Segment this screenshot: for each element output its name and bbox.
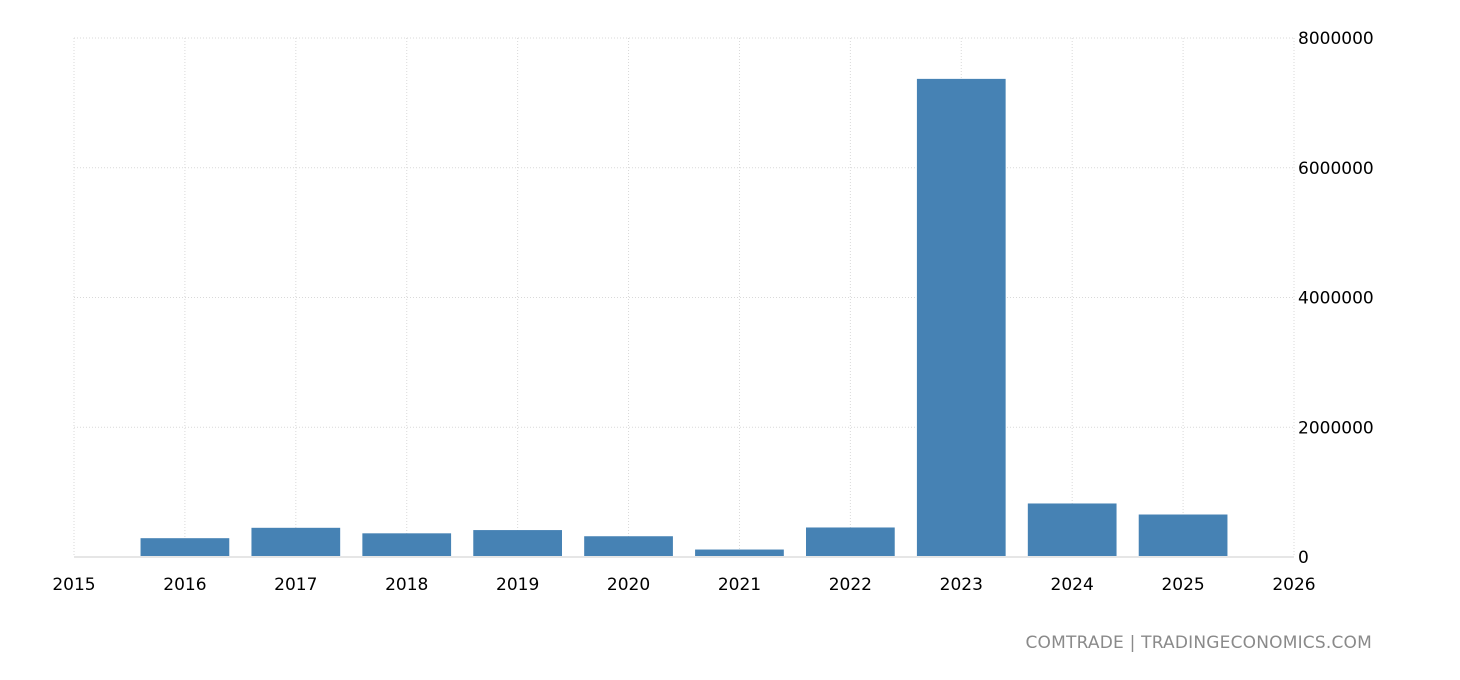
x-tick-label: 2016 [163,575,206,595]
bar-2025 [1138,514,1228,556]
x-tick-label: 2019 [496,575,539,595]
bar-2023 [916,78,1006,556]
x-tick-label: 2023 [940,575,983,595]
bar-2017 [251,527,341,556]
y-tick-label: 6000000 [1298,159,1374,179]
y-axis-ticks: 0 2000000 4000000 6000000 8000000 [1298,29,1374,568]
x-tick-label: 2017 [274,575,317,595]
bar-2024 [1027,503,1117,556]
bar-2022 [806,527,895,556]
y-tick-label: 8000000 [1298,29,1374,49]
gridlines [73,37,1295,558]
x-tick-label: 2018 [385,575,428,595]
x-tick-label: 2020 [607,575,650,595]
bars [140,78,1228,556]
x-axis-ticks: 2015 2016 2017 2018 2019 2020 2021 2022 2023 2024… [52,575,1315,595]
bar-2019 [473,530,562,556]
bar-2018 [362,533,452,556]
x-tick-label: 2022 [829,575,872,595]
x-tick-label: 2015 [52,575,95,595]
x-tick-label: 2025 [1161,575,1204,595]
y-tick-label: 4000000 [1298,289,1374,309]
bar-2016 [140,538,230,556]
x-tick-label: 2024 [1051,575,1094,595]
x-tick-label: 2021 [718,575,761,595]
y-tick-label: 2000000 [1298,418,1374,438]
source-credit: COMTRADE | TRADINGECONOMICS.COM [1025,633,1372,653]
y-tick-label: 0 [1298,548,1309,568]
bar-2020 [584,536,673,556]
x-tick-label: 2026 [1272,575,1315,595]
bar-2021 [695,549,784,556]
